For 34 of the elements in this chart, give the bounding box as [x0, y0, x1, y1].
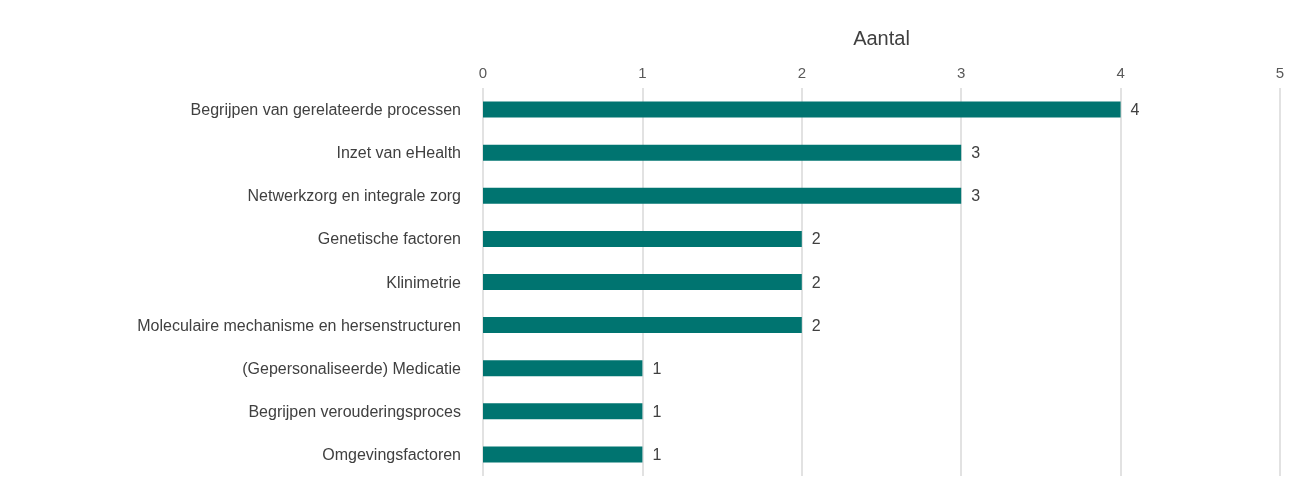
y-tick-label: Omgevingsfactoren [322, 445, 461, 463]
y-tick-label: Begrijpen verouderingsproces [248, 402, 461, 420]
bar [483, 317, 802, 334]
data-label: 1 [652, 402, 662, 420]
bar [483, 230, 802, 247]
bar [483, 446, 643, 463]
data-label: 3 [971, 187, 981, 205]
x-tick-label: 0 [478, 64, 488, 81]
y-tick-label: Netwerkzorg en integrale zorg [247, 187, 461, 205]
data-label: 1 [652, 445, 662, 463]
x-tick-label: 5 [1275, 64, 1285, 81]
x-tick-label: 4 [1116, 64, 1125, 81]
bar [483, 187, 962, 204]
y-tick-label: Genetische factoren [317, 230, 461, 248]
x-tick-label: 3 [957, 64, 966, 81]
y-tick-label: (Gepersonaliseerde) Medicatie [242, 359, 462, 377]
y-tick-label: Inzet van eHealth [336, 144, 461, 162]
x-tick-label: 2 [797, 64, 806, 81]
bar [483, 403, 643, 420]
y-tick-label: Klinimetrie [386, 273, 462, 291]
y-tick-label: Moleculaire mechanisme en hersenstructuren [137, 316, 461, 334]
data-label: 4 [1130, 101, 1140, 119]
data-label: 2 [811, 273, 821, 291]
y-tick-label: Begrijpen van gerelateerde processen [190, 101, 461, 119]
bar [483, 274, 802, 290]
data-label: 3 [971, 144, 981, 162]
bar [483, 360, 643, 377]
data-label: 1 [652, 359, 662, 377]
data-label: 2 [811, 316, 821, 334]
x-axis-title: Aantal [853, 27, 910, 49]
bar [483, 144, 962, 161]
x-tick-label: 1 [638, 64, 647, 81]
data-label: 2 [811, 230, 821, 248]
bar [483, 101, 1121, 118]
